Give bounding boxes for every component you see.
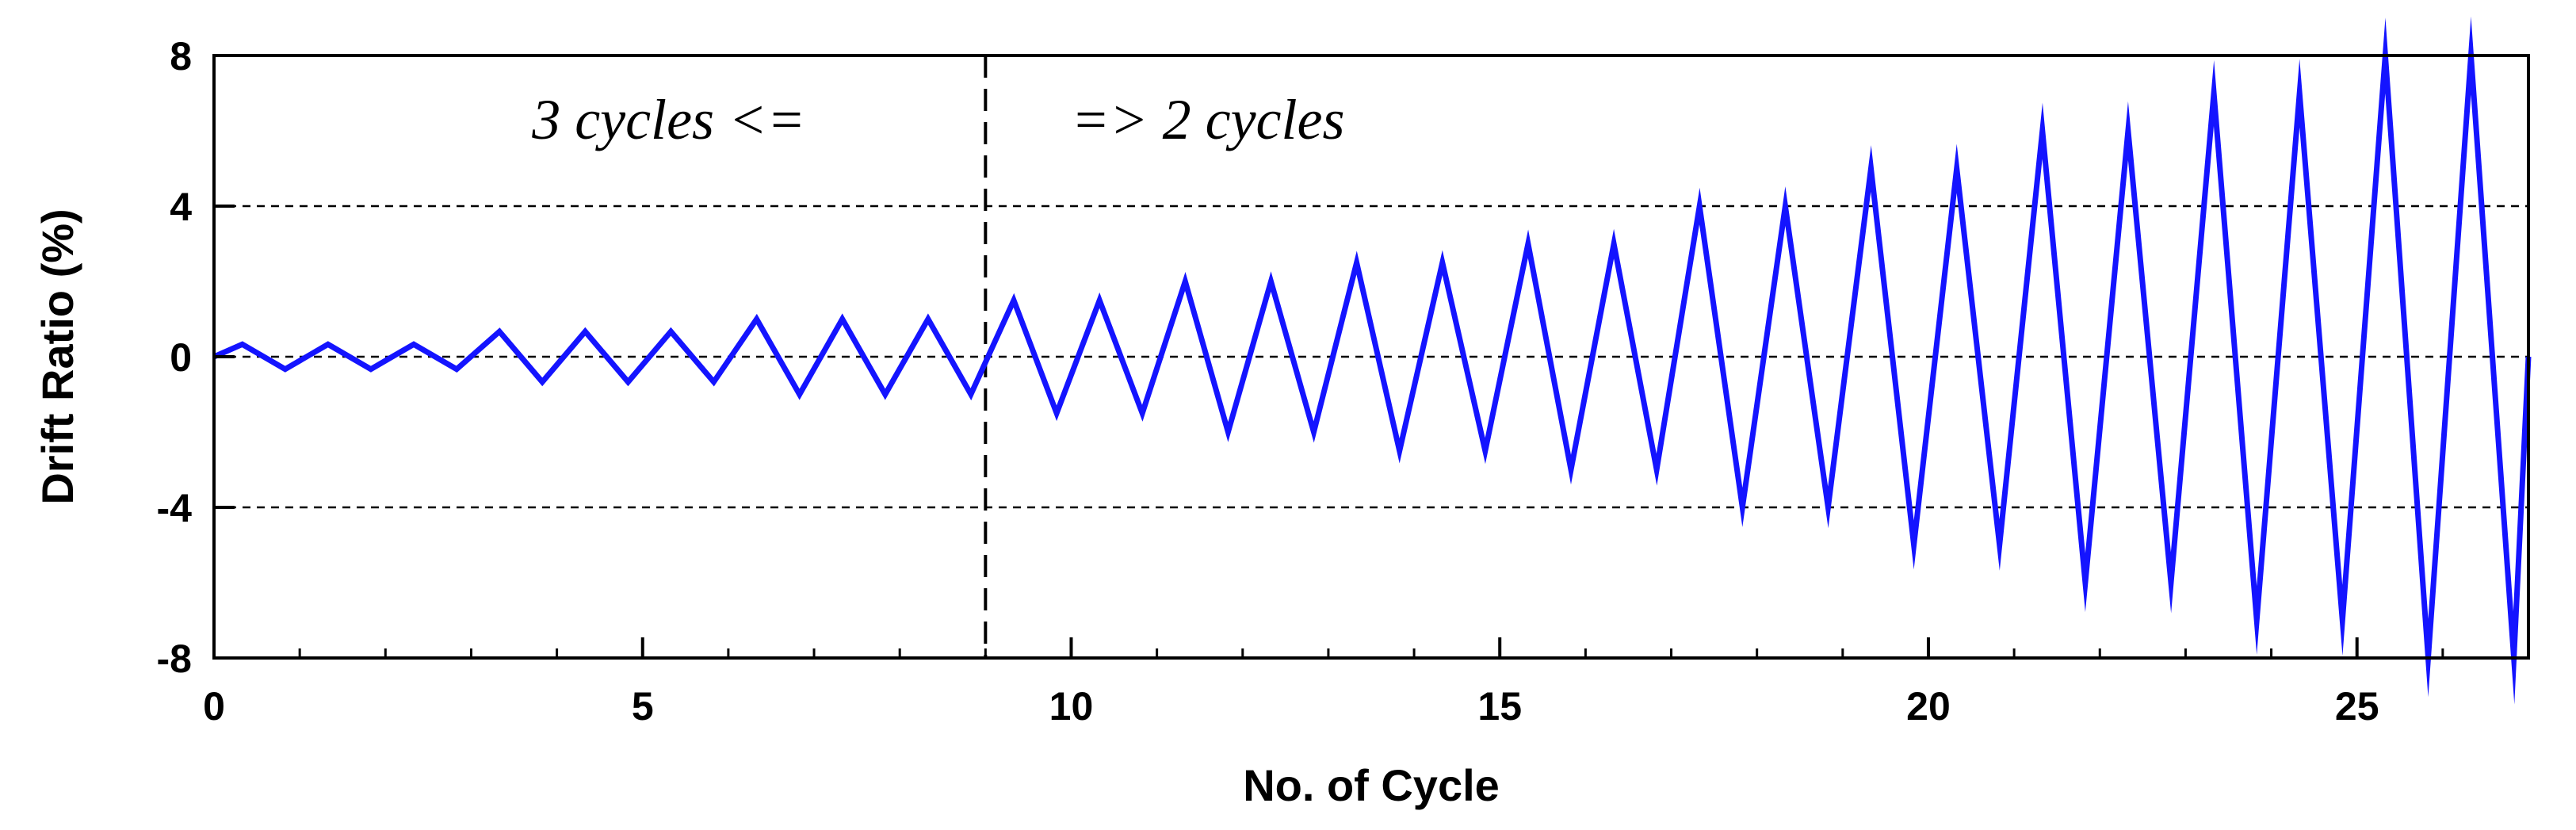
y-tick-label-0: 8 <box>170 34 192 78</box>
x-tick-label-5: 25 <box>2335 684 2379 729</box>
annotation-0: 3 cycles <= <box>531 88 805 151</box>
gridlines <box>214 205 2528 509</box>
y-axis-title: Drift Ratio (%) <box>32 208 82 504</box>
series-layer <box>212 16 2532 705</box>
x-axis-title: No. of Cycle <box>1243 760 1500 810</box>
x-tick-label-4: 20 <box>1906 684 1951 729</box>
x-tick-label-3: 15 <box>1477 684 1522 729</box>
y-tick-label-4: -8 <box>157 637 192 681</box>
y-tick-label-1: 4 <box>170 185 192 229</box>
x-tick-label-2: 10 <box>1049 684 1094 729</box>
y-tick-label-2: 0 <box>170 335 192 380</box>
annotation-layer: 3 cycles <= => 2 cycles <box>531 88 1344 151</box>
ticks-layer: 0 5 10 15 20 25 8 4 0 -4 -8 <box>157 34 2444 729</box>
series-line-0 <box>212 16 2532 705</box>
x-tick-label-1: 5 <box>632 684 654 729</box>
x-tick-label-0: 0 <box>203 684 225 729</box>
y-tick-label-3: -4 <box>157 486 193 530</box>
annotation-1: => 2 cycles <box>1071 88 1344 151</box>
